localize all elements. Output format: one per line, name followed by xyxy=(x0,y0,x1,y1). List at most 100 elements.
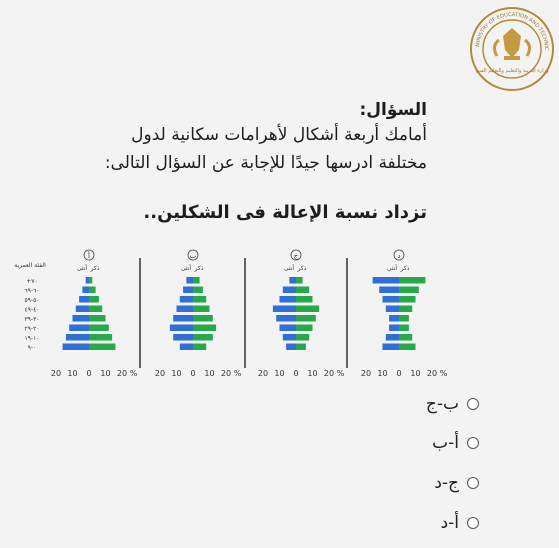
legend-male: ذكر xyxy=(90,265,100,272)
x-tick-label: 20 xyxy=(258,369,268,378)
radio-button-3[interactable] xyxy=(467,477,479,489)
bar-male xyxy=(89,324,109,331)
bar-male xyxy=(296,305,320,312)
option-1[interactable]: ب-ج xyxy=(426,394,479,414)
x-tick-label: 20 xyxy=(427,369,437,378)
x-tick-label: 20 xyxy=(155,369,165,378)
x-tick-label: % xyxy=(337,369,345,378)
x-tick-label: 10 xyxy=(100,369,110,378)
option-1-label: ب-ج xyxy=(425,394,459,414)
bar-male xyxy=(399,286,419,293)
bar-female xyxy=(176,305,193,312)
x-tick-label: 20 xyxy=(361,369,371,378)
pyramid-label: أ xyxy=(88,251,90,260)
bar-female xyxy=(382,296,399,303)
x-tick-label: 20 xyxy=(324,369,334,378)
x-tick-label: 0 xyxy=(396,369,401,378)
bar-female xyxy=(382,343,399,350)
legend-male: ذكر xyxy=(194,265,204,272)
ministry-seal-icon: MINISTRY OF EDUCATION AND TECHNICAL EDUC… xyxy=(469,6,554,91)
bar-female xyxy=(276,315,296,322)
x-tick-label: 10 xyxy=(410,369,420,378)
bar-male xyxy=(89,334,113,341)
bar-male xyxy=(399,277,426,284)
bar-female xyxy=(62,343,89,350)
bar-male xyxy=(193,305,210,312)
legend-female: أنثى xyxy=(387,264,397,272)
x-tick-label: 10 xyxy=(171,369,181,378)
bar-female xyxy=(279,324,296,331)
population-pyramids-chart: الفئة العمرية +٧٠ ٦٠-٦٩ ٥٠-٥٩ ٤٠-٤٩ ٣٠-٣٩ ٢٠-٢… xyxy=(14,249,448,378)
x-tick-label: 20 xyxy=(51,369,61,378)
logo-arabic-text: وزارة التربية والتعليم والتعليم الفنى xyxy=(476,68,550,74)
option-2-label: أ-ب xyxy=(432,433,459,453)
option-3-label: ج-د xyxy=(434,473,459,493)
bar-male xyxy=(193,334,213,341)
option-4-label: أ-د xyxy=(440,513,459,533)
bar-female xyxy=(173,315,193,322)
bar-male xyxy=(193,343,207,350)
age-group-label: ٣٠-٣٩ xyxy=(24,316,39,323)
bar-male xyxy=(296,324,313,331)
bar-male xyxy=(193,277,200,284)
age-group-label: ٢٠-٢٩ xyxy=(24,326,39,333)
question-line-2: مختلفة ادرسها جيدًا للإجابة عن السؤال ال… xyxy=(104,153,427,173)
pyramid-label: د xyxy=(397,252,400,260)
bar-female xyxy=(289,277,296,284)
pyramid-label-circle xyxy=(187,249,199,261)
question-label: السؤال: xyxy=(359,100,427,120)
option-4[interactable]: أ-د xyxy=(441,513,479,533)
radio-button-1[interactable] xyxy=(467,398,479,410)
bar-female xyxy=(65,334,89,341)
age-axis-title: الفئة العمرية xyxy=(14,262,46,269)
bar-male xyxy=(89,277,93,284)
bar-male xyxy=(89,286,96,293)
option-3[interactable]: ج-د xyxy=(434,473,479,493)
radio-button-2[interactable] xyxy=(467,437,479,449)
x-tick-label: % xyxy=(130,369,138,378)
bar-male xyxy=(399,334,413,341)
bar-female xyxy=(389,324,399,331)
pyramid-label: ب xyxy=(190,252,197,260)
bar-female xyxy=(389,315,399,322)
x-tick-label: 10 xyxy=(307,369,317,378)
radio-button-4[interactable] xyxy=(467,517,479,529)
x-tick-label: 10 xyxy=(204,369,214,378)
x-tick-label: 10 xyxy=(377,369,387,378)
question-statement: تزداد نسبة الإعالة فى الشكلين.. xyxy=(143,202,427,223)
bar-female xyxy=(385,334,399,341)
bar-male xyxy=(296,343,306,350)
x-tick-label: 0 xyxy=(293,369,298,378)
bar-male xyxy=(399,324,409,331)
bar-female xyxy=(186,277,193,284)
legend-female: أنثى xyxy=(181,264,191,272)
bar-male xyxy=(399,296,416,303)
bar-female xyxy=(272,305,296,312)
bar-female xyxy=(282,286,296,293)
x-tick-label: 0 xyxy=(190,369,195,378)
legend-female: أنثى xyxy=(77,264,87,272)
bar-male xyxy=(296,277,303,284)
option-2[interactable]: أ-ب xyxy=(432,433,479,453)
bar-female xyxy=(75,305,89,312)
bar-female xyxy=(85,277,89,284)
bar-male xyxy=(296,315,316,322)
x-tick-label: % xyxy=(234,369,242,378)
x-tick-label: 0 xyxy=(86,369,91,378)
bar-male xyxy=(193,324,217,331)
x-tick-label: % xyxy=(440,369,448,378)
bar-female xyxy=(286,343,296,350)
x-tick-label: 20 xyxy=(221,369,231,378)
pyramid-label-circle xyxy=(393,249,405,261)
bar-female xyxy=(372,277,399,284)
bar-female xyxy=(169,324,193,331)
bar-male xyxy=(89,305,103,312)
bar-female xyxy=(385,305,399,312)
bar-female xyxy=(179,343,193,350)
pyramid-label-circle xyxy=(290,249,302,261)
bar-male xyxy=(193,286,203,293)
bar-male xyxy=(193,315,213,322)
age-group-label: ٤٠-٤٩ xyxy=(24,307,39,314)
bar-female xyxy=(282,334,296,341)
bar-male xyxy=(399,305,413,312)
